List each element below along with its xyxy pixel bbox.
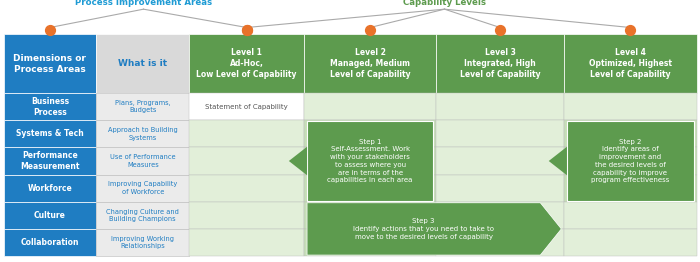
Text: Performance
Measurement: Performance Measurement xyxy=(20,151,80,171)
Bar xyxy=(564,34,696,93)
Bar xyxy=(189,120,304,148)
Text: Business
Process: Business Process xyxy=(31,97,69,117)
Text: Step 1
Self-Assessment. Work
with your stakeholders
to assess where you
are in t: Step 1 Self-Assessment. Work with your s… xyxy=(328,139,413,183)
Bar xyxy=(97,34,189,93)
Text: What is it: What is it xyxy=(118,59,167,68)
Text: Plans, Programs,
Budgets: Plans, Programs, Budgets xyxy=(115,100,171,113)
Bar xyxy=(189,202,304,229)
Text: Improving Working
Relationships: Improving Working Relationships xyxy=(111,236,174,249)
Bar xyxy=(97,202,189,229)
Point xyxy=(494,28,505,32)
Bar xyxy=(304,202,436,229)
Text: Level 2
Managed, Medium
Level of Capability: Level 2 Managed, Medium Level of Capabil… xyxy=(330,48,410,79)
Bar xyxy=(436,229,564,256)
Text: Changing Culture and
Building Champions: Changing Culture and Building Champions xyxy=(106,209,179,222)
Text: Level 1
Ad-Hoc,
Low Level of Capability: Level 1 Ad-Hoc, Low Level of Capability xyxy=(197,48,297,79)
Bar xyxy=(4,229,97,256)
Bar xyxy=(4,174,97,202)
Text: Dimensions or
Process Areas: Dimensions or Process Areas xyxy=(13,53,86,74)
Text: Systems & Tech: Systems & Tech xyxy=(16,129,84,138)
Text: Approach to Building
Systems: Approach to Building Systems xyxy=(108,127,178,141)
Bar xyxy=(304,93,436,120)
Text: Level 3
Integrated, High
Level of Capability: Level 3 Integrated, High Level of Capabi… xyxy=(460,48,540,79)
Bar xyxy=(564,120,696,148)
Bar xyxy=(4,148,97,174)
Bar xyxy=(564,229,696,256)
Bar xyxy=(4,202,97,229)
Bar xyxy=(4,34,97,93)
Bar xyxy=(97,93,189,120)
Bar xyxy=(564,93,696,120)
Bar xyxy=(564,148,696,174)
Bar xyxy=(304,34,436,93)
Bar xyxy=(189,148,304,174)
Bar xyxy=(189,174,304,202)
Text: Capability Levels: Capability Levels xyxy=(403,0,486,7)
Bar xyxy=(189,93,304,120)
Text: Level 4
Optimized, Highest
Level of Capability: Level 4 Optimized, Highest Level of Capa… xyxy=(589,48,672,79)
Text: Step 2
Identify areas of
improvement and
the desired levels of
capability to imp: Step 2 Identify areas of improvement and… xyxy=(591,139,669,183)
Bar xyxy=(97,229,189,256)
Bar xyxy=(436,120,564,148)
Bar xyxy=(304,148,436,174)
Bar xyxy=(4,93,97,120)
FancyBboxPatch shape xyxy=(307,121,433,201)
Bar xyxy=(564,174,696,202)
Text: Improving Capability
of Workforce: Improving Capability of Workforce xyxy=(108,181,177,195)
Polygon shape xyxy=(307,203,561,255)
Point xyxy=(44,28,55,32)
Bar xyxy=(304,120,436,148)
Bar xyxy=(4,120,97,148)
Bar xyxy=(304,174,436,202)
Bar xyxy=(97,120,189,148)
Bar xyxy=(436,148,564,174)
Text: Workforce: Workforce xyxy=(27,184,72,193)
Polygon shape xyxy=(289,147,307,175)
Text: Process Improvement Areas: Process Improvement Areas xyxy=(75,0,212,7)
Polygon shape xyxy=(549,147,567,175)
FancyBboxPatch shape xyxy=(567,121,694,201)
Text: Culture: Culture xyxy=(34,211,66,220)
Bar xyxy=(97,148,189,174)
Point xyxy=(624,28,636,32)
Bar xyxy=(564,202,696,229)
Bar xyxy=(189,34,304,93)
Bar xyxy=(436,202,564,229)
Bar xyxy=(304,229,436,256)
Point xyxy=(365,28,376,32)
Bar xyxy=(436,174,564,202)
Bar xyxy=(97,174,189,202)
Text: Statement of Capability: Statement of Capability xyxy=(205,104,288,110)
Text: Collaboration: Collaboration xyxy=(21,238,79,247)
Point xyxy=(241,28,252,32)
Bar xyxy=(436,93,564,120)
Text: Step 3
Identify actions that you need to take to
move to the desired levels of c: Step 3 Identify actions that you need to… xyxy=(354,218,494,240)
Point xyxy=(241,28,252,32)
Text: Use of Performance
Measures: Use of Performance Measures xyxy=(110,154,176,168)
Bar xyxy=(436,34,564,93)
Bar xyxy=(189,229,304,256)
